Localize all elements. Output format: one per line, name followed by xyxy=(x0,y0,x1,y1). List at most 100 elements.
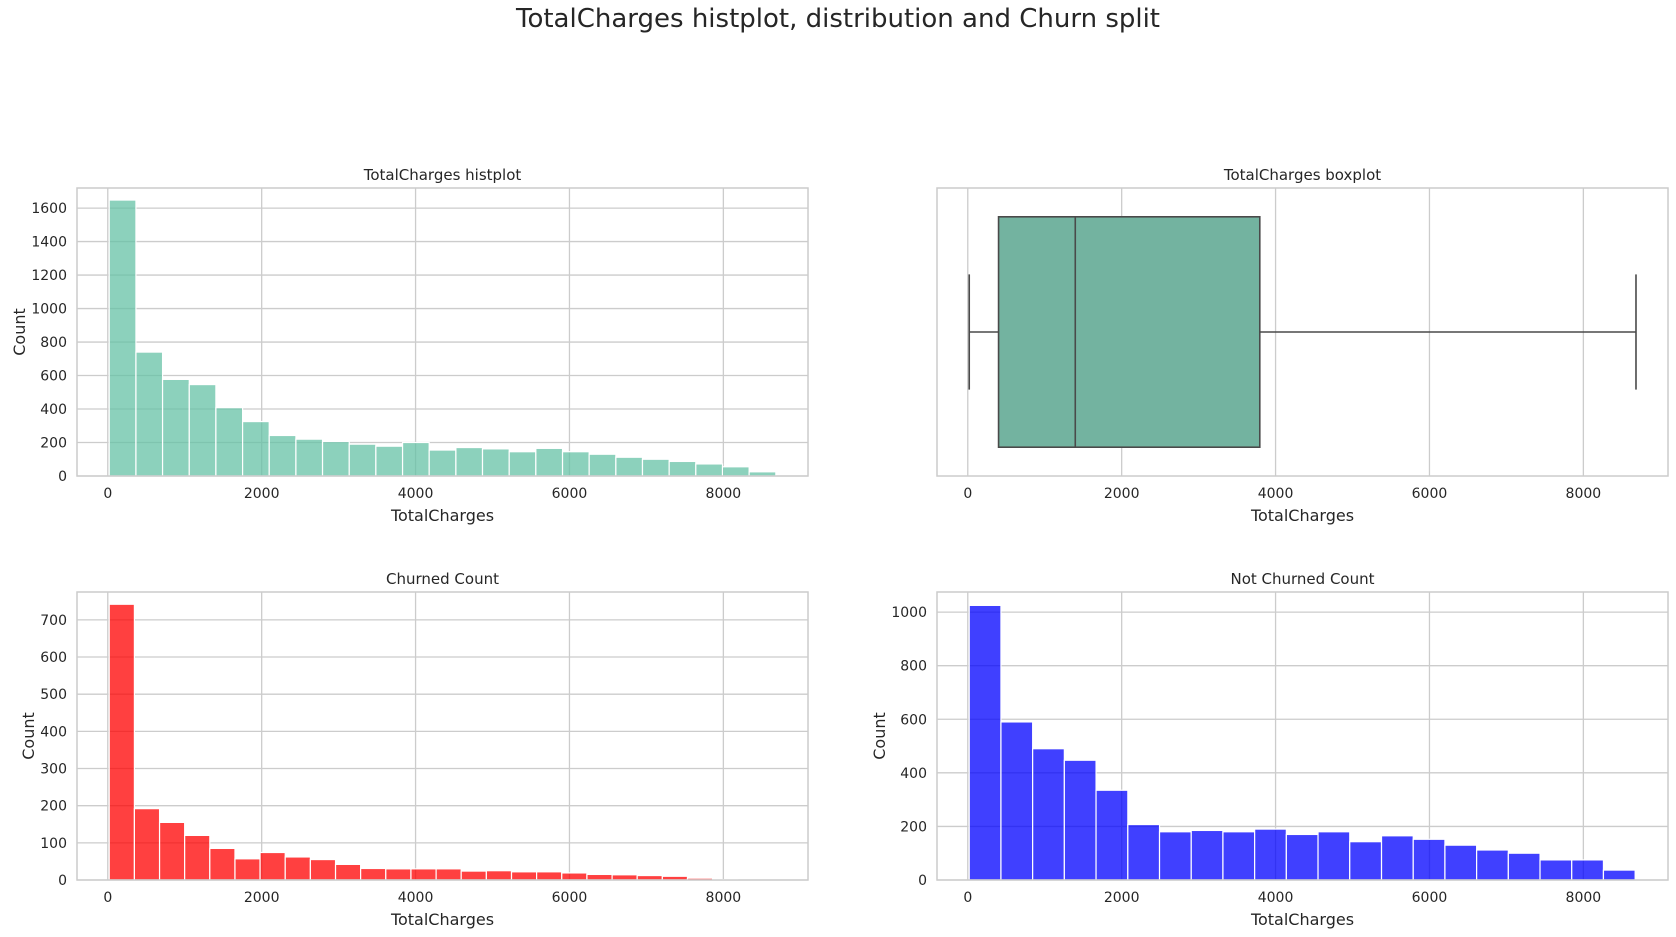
histogram-bar xyxy=(1095,789,1129,881)
axes-frame xyxy=(76,591,809,881)
x-axis-label: TotalCharges xyxy=(1250,506,1354,525)
y-tick-label: 0 xyxy=(918,873,927,889)
histogram-bar xyxy=(1222,831,1256,881)
y-tick-label: 300 xyxy=(40,762,67,778)
axes-frame xyxy=(76,187,809,477)
y-tick-label: 600 xyxy=(900,712,927,728)
y-axis-label: Count xyxy=(10,308,29,356)
x-tick-label: 8000 xyxy=(706,486,742,502)
y-tick-label: 1600 xyxy=(31,201,67,217)
x-tick-label: 4000 xyxy=(398,890,434,906)
x-tick-label: 6000 xyxy=(552,486,588,502)
y-tick-label: 200 xyxy=(40,436,67,452)
histogram-bar xyxy=(721,466,750,477)
y-tick-label: 200 xyxy=(40,799,67,815)
histogram-bar xyxy=(108,603,136,881)
histogram-bar xyxy=(561,451,590,477)
y-tick-label: 100 xyxy=(40,836,67,852)
y-tick-label: 400 xyxy=(40,724,67,740)
histogram-bar xyxy=(410,868,437,881)
x-tick-label: 8000 xyxy=(706,890,742,906)
histogram-bar xyxy=(535,447,564,477)
x-tick-label: 0 xyxy=(103,890,112,906)
histogram-bar xyxy=(615,456,644,477)
histogram-bar xyxy=(309,858,337,881)
subplot-title: TotalCharges histplot xyxy=(363,166,522,184)
histogram-bar xyxy=(1254,828,1287,881)
y-axis-label: Count xyxy=(19,712,38,760)
y-tick-label: 500 xyxy=(40,687,67,703)
histogram-bar xyxy=(215,407,244,477)
histogram-bar xyxy=(375,445,404,477)
histogram-bar xyxy=(401,441,430,477)
subplot-title: Churned Count xyxy=(386,570,499,588)
histogram-bar xyxy=(1032,748,1065,881)
x-tick-label: 2000 xyxy=(1104,486,1140,502)
x-axis-label: TotalCharges xyxy=(1250,910,1354,929)
axes-frame xyxy=(936,187,1669,477)
x-tick-label: 0 xyxy=(103,486,112,502)
box-iqr xyxy=(997,216,1261,448)
histogram-bar xyxy=(334,863,362,881)
x-tick-label: 2000 xyxy=(1104,890,1140,906)
figure-title: TotalCharges histplot, distribution and … xyxy=(515,4,1161,34)
histogram-bar xyxy=(1349,841,1383,881)
x-tick-label: 8000 xyxy=(1566,890,1602,906)
x-tick-label: 4000 xyxy=(1258,890,1294,906)
histogram-bar xyxy=(435,868,462,881)
histogram-bar xyxy=(668,460,697,477)
histogram-bar xyxy=(209,847,236,881)
x-tick-label: 0 xyxy=(963,890,972,906)
histogram-bar xyxy=(161,378,190,477)
histogram-bar xyxy=(133,808,161,881)
x-tick-label: 2000 xyxy=(244,890,280,906)
y-tick-label: 400 xyxy=(900,766,927,782)
histogram-bar xyxy=(184,834,211,881)
histogram-bar xyxy=(1444,844,1478,881)
histogram-bar xyxy=(455,446,484,477)
histogram-bar xyxy=(1602,869,1636,881)
histogram-bar xyxy=(641,458,670,477)
y-tick-label: 600 xyxy=(40,369,67,385)
histogram-bar xyxy=(234,858,261,881)
histogram-bar xyxy=(1317,831,1351,881)
histogram-bar xyxy=(348,443,377,477)
histogram-bar xyxy=(259,851,286,881)
histogram-bar xyxy=(510,871,538,881)
y-tick-label: 600 xyxy=(40,650,67,666)
histogram-bar xyxy=(1380,835,1414,881)
y-tick-label: 400 xyxy=(40,402,67,418)
histogram-bar xyxy=(485,870,513,881)
histogram-bar xyxy=(295,438,324,477)
histogram-bar xyxy=(108,199,137,477)
x-axis-label: TotalCharges xyxy=(390,506,494,525)
histogram-bar xyxy=(586,873,613,881)
histogram-bar xyxy=(428,449,457,477)
subplot-title: Not Churned Count xyxy=(1230,570,1374,588)
y-tick-label: 1000 xyxy=(31,302,67,318)
histogram-bar xyxy=(188,383,217,477)
histogram-bar xyxy=(968,604,1002,881)
histogram-bar xyxy=(135,351,164,477)
x-tick-label: 4000 xyxy=(1258,486,1294,502)
histogram-bar xyxy=(611,874,638,881)
x-tick-label: 0 xyxy=(963,486,972,502)
histogram-bar xyxy=(158,821,186,881)
histogram-bar xyxy=(268,434,297,477)
histogram-bar xyxy=(241,420,270,477)
y-tick-label: 700 xyxy=(40,613,67,629)
y-tick-label: 800 xyxy=(900,659,927,675)
y-tick-label: 0 xyxy=(58,873,67,889)
histogram-bar xyxy=(1000,721,1034,881)
x-tick-label: 6000 xyxy=(1412,486,1448,502)
y-tick-label: 800 xyxy=(40,335,67,351)
y-axis-label: Count xyxy=(870,712,889,760)
histogram-bar xyxy=(695,463,724,477)
subplot-2: 0 2000 4000 6000 8000 TotalCharges boxplot Tot… xyxy=(936,166,1669,525)
histogram-bar xyxy=(385,868,412,881)
histogram-bar xyxy=(508,451,537,477)
y-tick-label: 1000 xyxy=(891,605,927,621)
histogram-bar xyxy=(588,453,617,477)
